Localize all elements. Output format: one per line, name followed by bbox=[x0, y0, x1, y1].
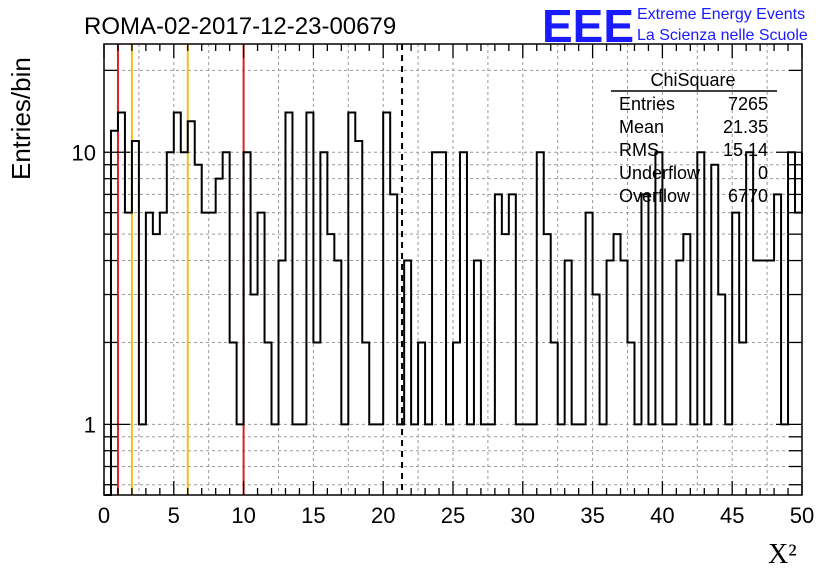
stats-row-label: Overflow bbox=[619, 186, 691, 206]
x-tick-label: 20 bbox=[371, 503, 395, 528]
x-tick-label: 15 bbox=[301, 503, 325, 528]
x-tick-label: 10 bbox=[231, 503, 255, 528]
stats-row-value: 7265 bbox=[728, 94, 768, 114]
y-axis-ticks: 1 10 bbox=[72, 69, 802, 486]
x-tick-label: 25 bbox=[441, 503, 465, 528]
logo-line1: Extreme Energy Events bbox=[637, 6, 805, 23]
x-tick-label: 5 bbox=[168, 503, 180, 528]
histogram-step-line bbox=[104, 111, 803, 496]
x-axis-label: X² bbox=[768, 539, 797, 570]
histogram-series bbox=[104, 111, 803, 496]
reference-lines bbox=[116, 44, 404, 495]
stats-row-label: Entries bbox=[619, 94, 675, 114]
stats-row-value: 15.14 bbox=[723, 140, 768, 160]
stats-rows: Entries 7265 Mean 21.35 RMS 15.14 Underflow 0 Ov… bbox=[619, 94, 768, 206]
chart-title: ROMA-02-2017-12-23-00679 bbox=[84, 13, 396, 40]
stats-row-label: RMS bbox=[619, 140, 659, 160]
y-axis-label: Entries/bin bbox=[6, 57, 36, 180]
stats-row-label: Underflow bbox=[619, 163, 701, 183]
x-tick-label: 30 bbox=[511, 503, 535, 528]
x-axis-ticks: 0 5 10 15 20 25 30 35 40 45 50 bbox=[98, 44, 814, 528]
logo-line2: La Scienza nelle Scuole bbox=[637, 27, 808, 44]
stats-box: ChiSquare Entries 7265 Mean 21.35 RMS 15.14 Un… bbox=[611, 70, 777, 206]
stats-row-value: 6770 bbox=[728, 186, 768, 206]
x-tick-label: 0 bbox=[98, 503, 110, 528]
y-tick-label: 1 bbox=[84, 412, 96, 437]
stats-row-value: 21.35 bbox=[723, 117, 768, 137]
x-tick-label: 35 bbox=[580, 503, 604, 528]
y-tick-label: 10 bbox=[72, 140, 96, 165]
stats-row-label: Mean bbox=[619, 117, 664, 137]
x-tick-label: 45 bbox=[720, 503, 744, 528]
x-tick-label: 50 bbox=[790, 503, 814, 528]
stats-name: ChiSquare bbox=[650, 70, 735, 90]
stats-row-value: 0 bbox=[758, 163, 768, 183]
x-tick-label: 40 bbox=[650, 503, 674, 528]
eee-logo: EEE Extreme Energy Events La Scienza nel… bbox=[542, 0, 808, 52]
